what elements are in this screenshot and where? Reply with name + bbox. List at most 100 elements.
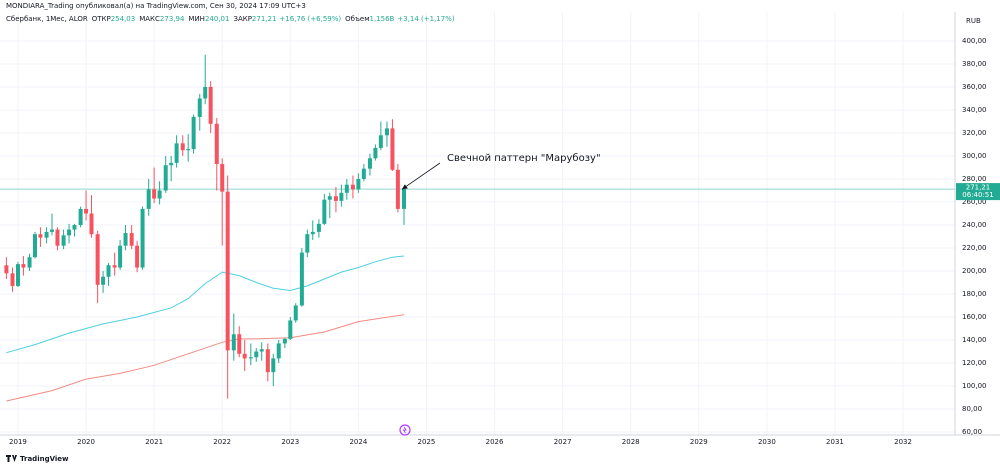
candle-body [350, 184, 355, 190]
candle-body [118, 245, 123, 268]
volume-label: Объем [345, 15, 369, 23]
ohlc-label: МАКС [139, 15, 160, 23]
countdown: 06:40:51 [962, 191, 993, 199]
candle-body [32, 234, 37, 258]
ohlc-value: 271,21 [252, 15, 277, 23]
candle-body [140, 208, 145, 268]
candle-body [21, 264, 26, 268]
candle-body [344, 184, 349, 193]
candle-body [10, 273, 15, 286]
candle-body [214, 123, 219, 165]
candle-body [186, 149, 191, 151]
candle-body [367, 158, 372, 169]
candle-body [203, 86, 208, 99]
candle-body [157, 190, 162, 199]
candle-body [293, 305, 298, 321]
candle-body [95, 234, 100, 285]
candle-body [225, 191, 230, 351]
y-tick-label: 120,00 [962, 359, 987, 367]
candle-body [27, 257, 32, 268]
volume-change: +3,14 (+1,17%) [397, 15, 455, 23]
y-tick-label: 100,00 [962, 382, 987, 390]
y-tick-label: 280,00 [962, 175, 987, 183]
y-tick-label: 140,00 [962, 336, 987, 344]
candle-body [169, 162, 174, 166]
candle-body [310, 231, 315, 235]
candle-body [135, 245, 140, 268]
candle-body [282, 338, 287, 344]
y-tick-label: 180,00 [962, 290, 987, 298]
candle-body [129, 233, 134, 246]
ohlc-label: ОТКР [92, 15, 111, 23]
candle-body [390, 128, 395, 170]
candle-body [333, 196, 338, 201]
candle-body [4, 265, 9, 274]
candle-body [61, 235, 66, 246]
moving-average-line [6, 255, 405, 354]
candle-body [55, 229, 60, 246]
candle-body [106, 265, 111, 277]
candle-body [373, 147, 378, 159]
candle-body [265, 349, 270, 373]
last-price-box [956, 183, 1000, 201]
currency: RUB [966, 17, 981, 25]
x-tick-label: 2032 [894, 438, 912, 446]
axes: 60,00 80,00 100,00 120,00 140,00 160,00 180,00… [9, 37, 1000, 446]
y-tick-label: 60,00 [962, 428, 982, 436]
candle-body [123, 233, 128, 246]
y-tick-label: 360,00 [962, 83, 987, 91]
candle-body [174, 143, 179, 163]
y-tick-label: 340,00 [962, 106, 987, 114]
x-tick-label: 2024 [349, 438, 367, 446]
x-tick-label: 2028 [622, 438, 640, 446]
y-tick-label: 260,00 [962, 198, 987, 206]
change: +16,76 (+6,59%) [279, 15, 341, 23]
candle-body [67, 229, 72, 236]
candle-body [50, 229, 55, 232]
candle-body [152, 189, 157, 199]
publisher: MONDIARA_Trading опубликовал(а) на Tradi… [6, 2, 306, 10]
y-tick-label: 380,00 [962, 60, 987, 68]
candle-body [276, 343, 281, 359]
candle-body [378, 135, 383, 148]
x-tick-label: 2030 [758, 438, 776, 446]
y-tick-label: 200,00 [962, 267, 987, 275]
candle-body [402, 189, 407, 209]
candle-body [84, 208, 89, 214]
x-tick-label: 2019 [9, 438, 27, 446]
candle-body [259, 349, 264, 352]
candle-body [248, 357, 253, 359]
ohlc-label: МИН [188, 15, 205, 23]
symbol-legend: Сбербанк, 1Мес, ALOR ОТКР254,03 МАКС273,94… [6, 15, 455, 23]
branding: TradingView [6, 455, 69, 463]
y-tick-label: 80,00 [962, 405, 982, 413]
candle-body [327, 196, 332, 200]
last-price-label: 271,21 [966, 184, 991, 192]
x-tick-label: 2023 [281, 438, 299, 446]
candle-body [112, 265, 117, 268]
candle-body [237, 334, 242, 354]
candle-body [299, 252, 304, 306]
candle-body [361, 168, 366, 179]
y-tick-label: 160,00 [962, 313, 987, 321]
annotation: Свечной паттерн "Марубозу" [447, 153, 601, 164]
candle-body [101, 276, 106, 285]
volume-value: 1,156B [370, 15, 395, 23]
x-tick-label: 2020 [77, 438, 95, 446]
y-tick-label: 320,00 [962, 129, 987, 137]
candle-body [78, 208, 83, 225]
candle-body [163, 165, 168, 191]
candle-body [384, 128, 389, 136]
candle-body [305, 234, 310, 253]
x-tick-label: 2021 [145, 438, 163, 446]
candle-body [146, 189, 151, 209]
moving-average-line [6, 314, 405, 402]
candle-body [197, 98, 202, 117]
x-tick-label: 2022 [213, 438, 231, 446]
annotation-arrowhead [401, 184, 408, 190]
x-tick-label: 2029 [690, 438, 708, 446]
x-tick-label: 2025 [418, 438, 436, 446]
candle-body [89, 213, 94, 235]
